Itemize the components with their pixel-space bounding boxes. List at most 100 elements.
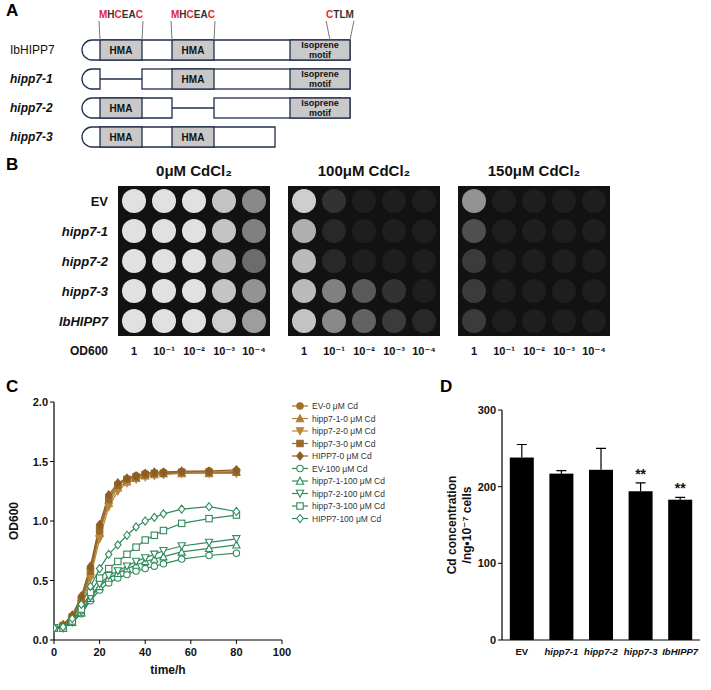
x-tick-label: 40 bbox=[139, 646, 151, 658]
series-marker bbox=[151, 532, 157, 538]
domain-label-line: Isoprene bbox=[301, 98, 339, 108]
spot bbox=[152, 189, 176, 213]
y-axis-title: Cd concentration bbox=[445, 476, 459, 575]
panel-title: 150μM CdCl₂ bbox=[488, 162, 581, 179]
domain-label-line: HMA bbox=[110, 45, 133, 56]
row-label: hipp7-1 bbox=[62, 224, 108, 239]
series-marker bbox=[87, 582, 93, 590]
spot bbox=[122, 309, 146, 333]
x-tick bbox=[145, 640, 146, 644]
bar bbox=[668, 500, 692, 640]
spot bbox=[412, 309, 436, 333]
series-marker bbox=[178, 505, 184, 513]
series-marker bbox=[124, 474, 130, 482]
column-label: 10⁻² bbox=[353, 345, 375, 357]
spot bbox=[352, 189, 376, 213]
spot bbox=[462, 309, 486, 333]
series-marker bbox=[54, 625, 57, 631]
legend-label: EV-0 μM Cd bbox=[312, 401, 358, 411]
protein-body bbox=[82, 40, 350, 60]
y-tick bbox=[50, 640, 54, 641]
x-tick-label: hipp7-1 bbox=[545, 646, 579, 657]
series-marker bbox=[206, 552, 212, 558]
x-tick bbox=[190, 640, 191, 644]
y-tick-label: 1.5 bbox=[33, 456, 48, 468]
protein-name: hipp7-3 bbox=[10, 130, 53, 144]
spot bbox=[242, 309, 266, 333]
spot bbox=[552, 189, 576, 213]
spot bbox=[382, 249, 406, 273]
y-tick bbox=[498, 563, 502, 564]
spot bbox=[352, 249, 376, 273]
series-marker bbox=[178, 543, 185, 550]
column-label: 10⁻³ bbox=[383, 345, 405, 357]
spot bbox=[412, 189, 436, 213]
error-bar bbox=[675, 497, 685, 499]
series-marker bbox=[105, 573, 112, 580]
domain-diagram: IbHIPP7HMAHMAIsoprenemotifhipp7-1HMAIsop… bbox=[10, 9, 354, 147]
motif-line bbox=[142, 21, 144, 40]
motif-part: C bbox=[115, 9, 122, 20]
y-tick bbox=[50, 580, 54, 581]
series-marker bbox=[54, 624, 58, 631]
spot bbox=[352, 279, 376, 303]
series-marker bbox=[54, 625, 58, 632]
error-bar bbox=[517, 445, 527, 458]
series-marker bbox=[54, 624, 58, 631]
x-axis-title: time/h bbox=[150, 663, 185, 677]
domain-label: Isoprenemotif bbox=[301, 40, 339, 60]
spot bbox=[582, 189, 606, 213]
spot bbox=[322, 249, 346, 273]
spot bbox=[552, 309, 576, 333]
y-tick bbox=[50, 461, 54, 462]
protein-body bbox=[82, 127, 275, 147]
protein-name: IbHIPP7 bbox=[10, 43, 55, 57]
legend-marker bbox=[296, 415, 303, 422]
series-marker bbox=[206, 503, 212, 511]
series-marker bbox=[151, 468, 157, 476]
panel-title: 0μM CdCl₂ bbox=[156, 162, 232, 179]
motif: MHCEAC bbox=[171, 9, 215, 20]
series-marker bbox=[178, 556, 184, 562]
series-marker bbox=[60, 623, 66, 631]
series-marker bbox=[105, 504, 112, 511]
legend-marker bbox=[297, 465, 303, 471]
x-tick-label: IbHIPP7 bbox=[662, 646, 699, 657]
series-marker bbox=[178, 467, 184, 475]
motif-line bbox=[171, 21, 173, 40]
domain-label-line: HMA bbox=[110, 103, 133, 114]
bar bbox=[629, 491, 653, 640]
series-marker bbox=[54, 625, 57, 631]
series-marker bbox=[133, 523, 139, 531]
x-tick bbox=[236, 640, 237, 644]
domain-label-line: HMA bbox=[182, 132, 205, 143]
spot bbox=[552, 249, 576, 273]
spot bbox=[182, 219, 206, 243]
column-label: 1 bbox=[131, 345, 137, 357]
spot bbox=[292, 189, 316, 213]
series-marker bbox=[132, 558, 139, 565]
motif: CTLM bbox=[326, 9, 354, 20]
spot bbox=[212, 279, 236, 303]
series-marker bbox=[115, 558, 121, 564]
series-marker bbox=[151, 551, 158, 558]
spot bbox=[242, 249, 266, 273]
spot bbox=[382, 189, 406, 213]
legend-marker bbox=[296, 477, 303, 484]
spot bbox=[552, 279, 576, 303]
panel-letter: B bbox=[6, 155, 18, 174]
series-marker bbox=[106, 491, 112, 499]
spot bbox=[582, 309, 606, 333]
protein-body bbox=[142, 69, 350, 89]
spot bbox=[522, 279, 546, 303]
series-marker bbox=[114, 488, 121, 495]
spot bbox=[122, 249, 146, 273]
series-marker bbox=[133, 544, 139, 550]
y-tick-label: 0.0 bbox=[33, 634, 48, 646]
legend-marker bbox=[297, 515, 303, 523]
y-tick bbox=[50, 521, 54, 522]
spot bbox=[462, 219, 486, 243]
domain-label: HMA bbox=[110, 103, 133, 114]
y-tick-label: 2.0 bbox=[33, 396, 48, 408]
x-tick-label: 0 bbox=[51, 646, 57, 658]
